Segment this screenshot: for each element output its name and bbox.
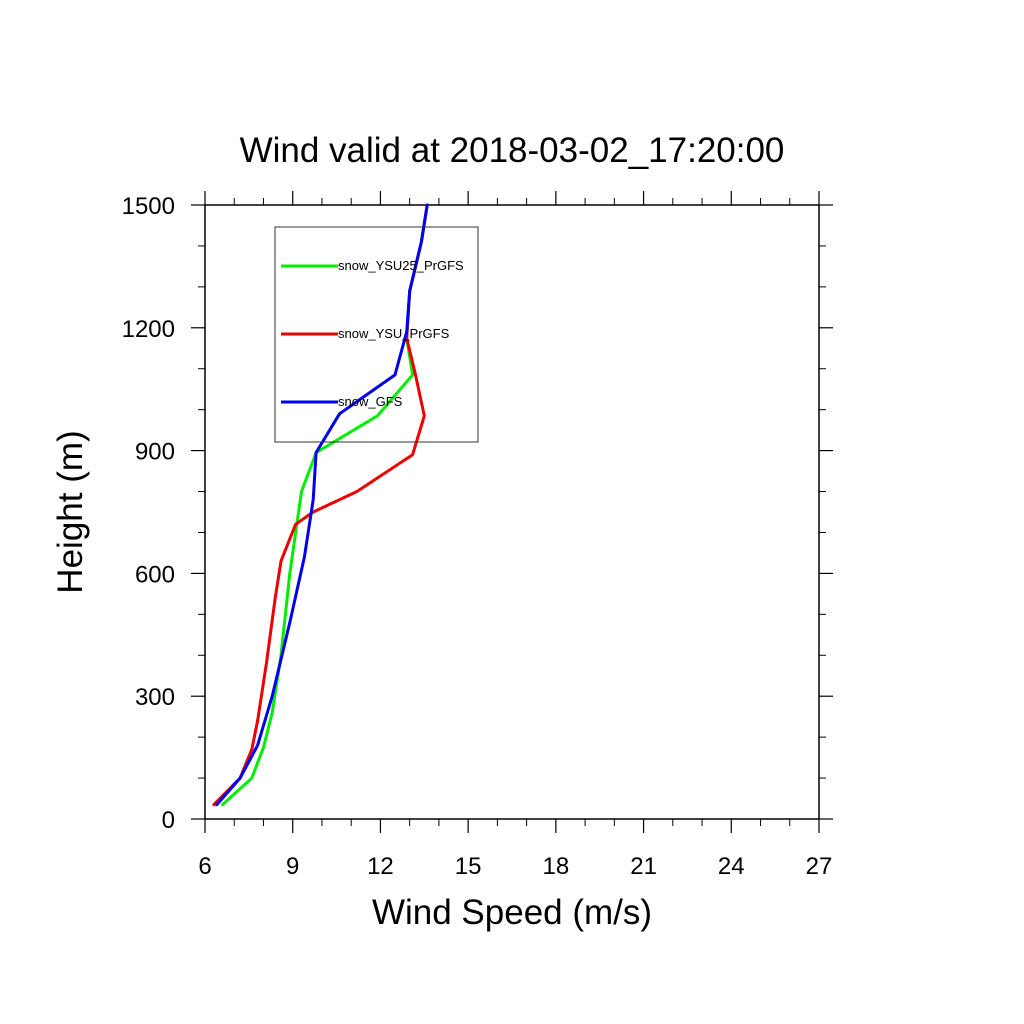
y-axis-label: Height (m) [51,430,90,593]
y-tick-label: 600 [135,561,175,588]
legend-label-2: snow_GFS [338,394,403,409]
plot-frame [204,204,820,820]
x-axis-label: Wind Speed (m/s) [372,893,652,932]
chart-title: Wind valid at 2018-03-02_17:20:00 [240,131,785,170]
y-tick-label: 1200 [122,316,175,343]
x-tick-label: 21 [630,853,657,880]
legend-label-1: snow_YSU_PrGFS [338,326,450,341]
y-tick-label: 300 [135,684,175,711]
legend: snow_YSU25_PrGFS snow_YSU_PrGFS snow_GFS [274,226,479,443]
x-tick-label: 27 [806,853,833,880]
y-tick-label: 0 [162,807,175,834]
plot-border [204,204,820,820]
x-tick-label: 18 [543,853,570,880]
x-tick-label: 9 [286,853,299,880]
data-series [212,203,429,807]
legend-label-0: snow_YSU25_PrGFS [338,258,464,273]
x-tick-label: 15 [455,853,482,880]
series-line-2 [215,203,429,807]
x-tick-label: 12 [367,853,394,880]
axis-ticks: 6 9 12 15 18 21 24 27 0 300 600 900 1200 1500 [122,191,833,880]
series-line-0 [221,203,429,807]
y-tick-label: 1500 [122,193,175,220]
x-tick-label: 6 [198,853,211,880]
y-tick-label: 900 [135,439,175,466]
legend-box [274,226,479,443]
series-line-1 [212,203,429,807]
x-tick-label: 24 [718,853,745,880]
